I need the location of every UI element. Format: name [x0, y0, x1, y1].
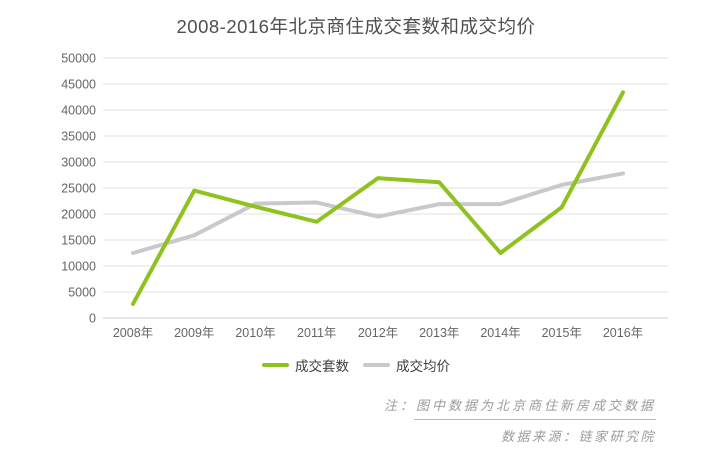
footnote-data-description: 注：图中数据为北京商住新房成交数据 [383, 398, 656, 413]
y-axis-tick-label: 45000 [61, 78, 96, 92]
x-axis-tick-label: 2011年 [297, 326, 336, 340]
volume-series-line [131, 90, 625, 306]
y-axis-tick-label: 10000 [61, 260, 96, 274]
footnote-data-source: 数据来源：链家研究院 [500, 429, 656, 444]
y-axis-tick-label: 50000 [61, 52, 96, 66]
x-axis-tick-label: 2008年 [113, 326, 153, 340]
price-series-line [131, 171, 625, 255]
y-axis-tick-label: 5000 [68, 286, 96, 300]
chart-footnotes: 注：图中数据为北京商住新房成交数据 数据来源：链家研究院 [326, 395, 656, 445]
legend-item-price: 成交均价 [363, 355, 450, 375]
x-axis-tick-label: 2014年 [480, 326, 520, 340]
y-axis-tick-label: 20000 [61, 208, 96, 222]
x-axis-tick-label: 2013年 [419, 326, 459, 340]
x-axis-tick-label: 2009年 [174, 326, 214, 340]
y-axis-tick-label: 0 [89, 312, 96, 326]
volume-line-swatch-icon [262, 363, 289, 367]
legend-volume-label: 成交套数 [295, 359, 349, 374]
chart-legend: 成交套数 成交均价 [0, 355, 712, 375]
line-chart-plot-area: 0 5000 10000 15000 20000 25000 30000 35000 40000… [61, 52, 668, 340]
x-axis-tick-label: 2016年 [603, 326, 643, 340]
x-axis-tick-label: 2012年 [358, 326, 398, 340]
y-axis-tick-label: 15000 [61, 234, 96, 248]
y-axis-tick-label: 40000 [61, 104, 96, 118]
legend-item-volume: 成交套数 [262, 355, 349, 375]
x-axis-tick-label: 2010年 [235, 326, 275, 340]
price-line-swatch-icon [363, 363, 390, 367]
footnote-divider [414, 419, 656, 420]
legend-price-label: 成交均价 [396, 359, 450, 374]
x-axis-tick-label: 2015年 [542, 326, 582, 340]
y-axis-tick-label: 25000 [61, 182, 96, 196]
y-axis-tick-label: 30000 [61, 156, 96, 170]
y-axis-tick-label: 35000 [61, 130, 96, 144]
chart-title: 2008-2016年北京商住成交套数和成交均价 [176, 16, 536, 37]
